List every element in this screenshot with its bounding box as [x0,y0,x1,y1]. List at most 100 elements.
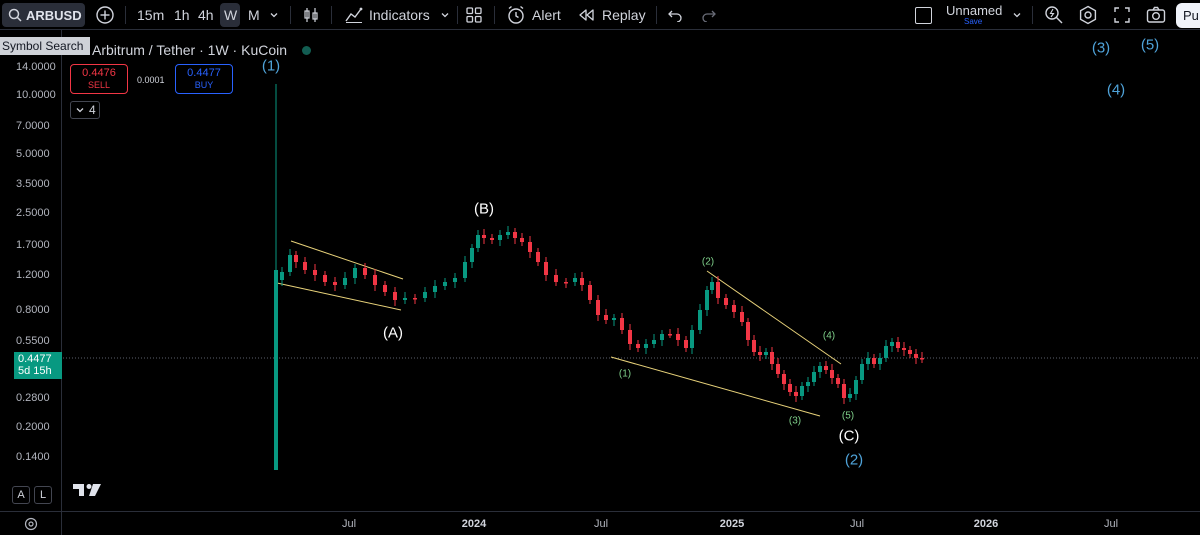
candle-body [884,346,888,358]
publish-button[interactable]: Pu [1176,3,1200,28]
chart-type-button[interactable] [302,0,320,30]
toolbar-divider [1032,6,1033,24]
spread-value: 0.0001 [137,75,165,85]
candle-body [403,298,407,300]
wave-label[interactable]: (5) [1140,36,1160,54]
wave-label[interactable]: (2) [701,256,715,268]
indicators-dropdown[interactable] [440,0,450,30]
candle-body [313,270,317,275]
candle-body [788,384,792,392]
settings-button[interactable] [1078,0,1098,30]
sell-button[interactable]: 0.4476 SELL [70,64,128,94]
price-tick-label: 2.5000 [16,207,50,219]
toolbar-divider [656,6,657,24]
candles-icon [304,8,318,22]
symbol-search-tooltip: Symbol Search [0,37,90,55]
timeframe-w[interactable]: W [224,7,238,23]
candle-body [520,238,524,242]
trendlines[interactable] [276,240,842,417]
trendline[interactable] [610,356,821,417]
timeframe-dropdown[interactable] [269,0,279,30]
auto-scale-button[interactable]: A [12,486,30,504]
wave-label[interactable]: (2) [844,451,864,469]
trendline[interactable] [706,270,842,365]
replay-button[interactable]: Replay [578,0,646,30]
price-tick-label: 7.0000 [16,120,50,132]
indicator-count-toggle[interactable]: 4 [70,101,100,119]
candle-body [854,380,858,394]
wave-label[interactable]: (B) [474,200,494,218]
timeframe-4h[interactable]: 4h [198,7,214,23]
buy-button[interactable]: 0.4477 BUY [175,64,233,94]
symbol-search-button[interactable]: ARBUSD [2,3,85,27]
wave-label[interactable]: (3) [1091,39,1111,57]
timeframe-m[interactable]: M [248,7,260,23]
wave-label[interactable]: (1) [618,368,632,380]
quick-search-button[interactable] [1044,0,1064,30]
candle-body [280,272,284,280]
wave-label[interactable]: (4) [1106,81,1126,99]
candle-body [580,278,584,285]
candle-body [758,352,762,355]
symbol-label: ARBUSD [26,7,82,23]
price-tick-label: 0.2800 [16,392,50,404]
buy-label: BUY [194,80,214,90]
timeframe-15m[interactable]: 15m [137,7,165,23]
layout-dropdown[interactable] [1012,0,1022,30]
timeframe-1h[interactable]: 1h [174,7,190,23]
candle-body [752,340,756,352]
templates-button[interactable] [465,0,483,30]
listing-candle-body [274,270,278,470]
chart-settings-button[interactable] [0,511,62,535]
candle-body [902,348,906,350]
candle-body [644,344,648,348]
trendline[interactable] [290,240,404,280]
wave-label[interactable]: (C) [838,427,860,445]
candle-body [554,275,558,282]
candle-body [498,235,502,240]
layout-name[interactable]: Unnamed [946,3,1003,18]
price-axis[interactable]: 14.0000 10.0000 7.0000 5.0000 3.5000 2.5000 1.… [0,30,62,511]
price-tick-label: 0.2000 [16,421,50,433]
time-tick-label: 2024 [461,518,487,530]
layout-checkbox[interactable] [915,0,932,30]
undo-button[interactable] [667,0,683,30]
wave-label[interactable]: (A) [383,324,403,342]
compare-symbol-button[interactable] [95,0,115,30]
candle-body [333,282,337,285]
candle-body [812,372,816,382]
alert-button[interactable]: Alert [506,0,561,30]
indicators-button[interactable]: Indicators [344,0,430,30]
candle-body [782,374,786,384]
wave-label[interactable]: (4) [822,330,836,342]
candle-body [890,342,894,346]
candle-body [914,354,918,358]
candle-body [470,248,474,262]
candle-body [423,292,427,298]
candle-body [544,262,548,275]
log-scale-button[interactable]: L [34,486,52,504]
time-tick-label: Jul [1103,518,1119,530]
wave-label[interactable]: (5) [841,410,855,422]
price-tick-label: 1.7000 [16,239,50,251]
fullscreen-button[interactable] [1113,0,1131,30]
candle-body [740,312,744,322]
wave-label[interactable]: (3) [788,415,802,427]
screenshot-button[interactable] [1146,0,1166,30]
wave-label[interactable]: (1) [261,57,281,75]
candle-body [860,364,864,380]
tradingview-logo[interactable] [73,482,103,498]
time-tick-label: 2026 [973,518,999,530]
save-label[interactable]: Save [964,17,983,26]
replay-label: Replay [602,7,646,23]
candle-body [698,310,702,330]
indicator-count: 4 [89,103,96,117]
trendline[interactable] [276,282,402,311]
sell-price: 0.4476 [82,67,116,79]
candle-body [482,235,486,238]
bar-countdown: 5d 15h [18,365,52,377]
quick-search-icon [1045,6,1063,24]
chart-title[interactable]: Arbitrum / Tether · 1W · KuCoin [92,42,288,58]
redo-button[interactable] [701,0,717,30]
time-axis[interactable]: Jul 2024 Jul 2025 Jul 2026 Jul [62,511,1200,535]
